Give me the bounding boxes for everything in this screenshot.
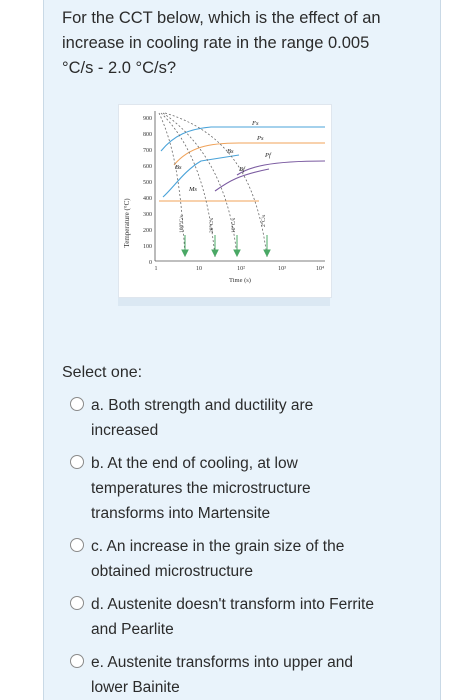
label-bf: Bf: [239, 166, 246, 173]
label-bs1: Bs: [227, 148, 234, 155]
y-tick-800: 800: [143, 132, 152, 138]
bainite-finish-curve: [214, 168, 270, 192]
pearlite-start-curve: [173, 142, 325, 166]
y-axis-label: Temperature (°C): [123, 198, 131, 248]
cooling-curve-100: [158, 112, 186, 258]
x-tick-1000: 10³: [278, 266, 286, 272]
cooling-curve-2: [164, 112, 268, 258]
y-tick-900: 900: [143, 116, 152, 122]
y-tick-600: 600: [143, 164, 152, 170]
label-ps: Ps: [256, 135, 264, 142]
y-tick-500: 500: [143, 180, 152, 186]
option-c-text[interactable]: c. An increase in the grain size of the …: [91, 538, 345, 580]
y-tick-200: 200: [143, 228, 152, 234]
cooling-curve-10: [162, 112, 238, 258]
y-tick-700: 700: [143, 148, 152, 154]
cct-diagram-svg: Temperature (°C) 900 800 700 600 500 400…: [123, 111, 326, 284]
rate-label-2: 2°C/s: [260, 215, 267, 227]
y-tick-100: 100: [143, 244, 152, 250]
bainite-start-curve: [162, 154, 240, 198]
rate-label-10: 10°C/s: [230, 218, 237, 233]
option-d-text[interactable]: d. Austenite doesn't transform into Ferr…: [91, 596, 374, 638]
ferrite-start-curve: [160, 126, 325, 152]
radio-button[interactable]: [70, 538, 84, 552]
x-tick-10: 10: [196, 266, 202, 272]
x-ticks: 1 10 10² 10³ 10⁴: [155, 266, 325, 272]
label-ms: Ms: [188, 186, 197, 193]
x-tick-10000: 10⁴: [316, 266, 324, 272]
radio-button[interactable]: [70, 397, 84, 411]
x-axis-label: Time (s): [229, 277, 251, 284]
option-a-text[interactable]: a. Both strength and ductility are incre…: [91, 397, 314, 439]
radio-button[interactable]: [70, 455, 84, 469]
x-tick-1: 1: [155, 266, 158, 272]
y-ticks: 900 800 700 600 500 400 300 200 100 0: [143, 116, 152, 266]
question-text: For the CCT below, which is the effect o…: [62, 9, 381, 77]
x-tick-100: 10²: [237, 266, 245, 272]
pearlite-finish-curve: [236, 160, 326, 176]
y-tick-0: 0: [149, 260, 152, 266]
option-e-text[interactable]: e. Austenite transforms into upper and l…: [91, 654, 353, 696]
option-b-text[interactable]: b. At the end of cooling, at low tempera…: [91, 455, 311, 522]
label-fs: Fs: [251, 120, 259, 127]
label-bs2: Bs: [175, 164, 182, 171]
green-arrows: [181, 235, 271, 258]
y-tick-400: 400: [143, 196, 152, 202]
cct-diagram: Temperature (°C) 900 800 700 600 500 400…: [118, 104, 332, 298]
radio-button[interactable]: [70, 596, 84, 610]
radio-button[interactable]: [70, 654, 84, 668]
y-tick-300: 300: [143, 212, 152, 218]
label-pf: Pf: [264, 152, 272, 159]
rate-label-20: 20°C/s: [208, 218, 215, 233]
rate-label-100: 100°C/s: [178, 215, 185, 233]
select-one-label: Select one:: [62, 364, 143, 381]
